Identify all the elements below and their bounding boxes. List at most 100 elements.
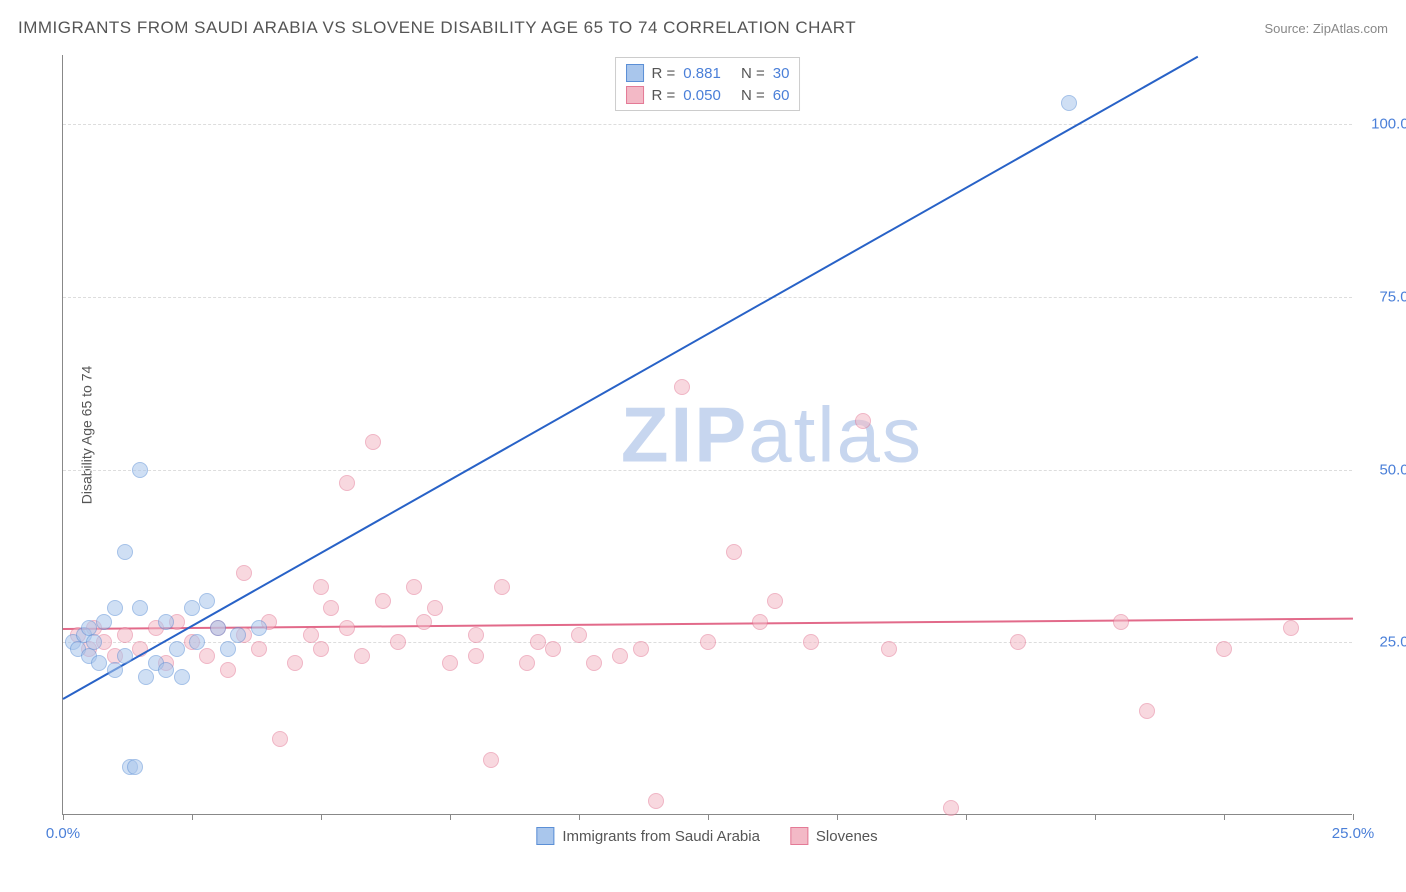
x-tick: [708, 814, 709, 820]
legend-swatch-1: [626, 64, 644, 82]
data-point: [726, 544, 742, 560]
x-tick-label: 25.0%: [1332, 825, 1375, 842]
source-attribution: Source: ZipAtlas.com: [1264, 21, 1388, 36]
data-point: [174, 669, 190, 685]
data-point: [313, 579, 329, 595]
data-point: [530, 634, 546, 650]
y-tick-label: 75.0%: [1362, 288, 1406, 305]
data-point: [354, 648, 370, 664]
data-point: [91, 655, 107, 671]
y-tick-label: 25.0%: [1362, 634, 1406, 651]
data-point: [586, 655, 602, 671]
data-point: [210, 620, 226, 636]
data-point: [633, 641, 649, 657]
data-point: [132, 462, 148, 478]
data-point: [339, 475, 355, 491]
data-point: [427, 600, 443, 616]
data-point: [117, 544, 133, 560]
data-point: [442, 655, 458, 671]
x-tick: [192, 814, 193, 820]
data-point: [648, 793, 664, 809]
data-point: [117, 627, 133, 643]
scatter-chart: Disability Age 65 to 74 ZIPatlas R = 0.8…: [62, 55, 1352, 815]
data-point: [1113, 614, 1129, 630]
data-point: [220, 641, 236, 657]
data-point: [220, 662, 236, 678]
data-point: [251, 641, 267, 657]
data-point: [406, 579, 422, 595]
data-point: [272, 731, 288, 747]
data-point: [700, 634, 716, 650]
data-point: [390, 634, 406, 650]
legend-swatch-icon: [536, 827, 554, 845]
data-point: [545, 641, 561, 657]
x-tick: [1095, 814, 1096, 820]
data-point: [468, 648, 484, 664]
data-point: [96, 614, 112, 630]
x-tick: [579, 814, 580, 820]
data-point: [494, 579, 510, 595]
chart-title: IMMIGRANTS FROM SAUDI ARABIA VS SLOVENE …: [18, 18, 856, 38]
correlation-legend: R = 0.881 N = 30 R = 0.050 N = 60: [615, 57, 801, 111]
data-point: [1061, 95, 1077, 111]
n-value-2: 60: [773, 87, 790, 104]
n-value-1: 30: [773, 65, 790, 82]
data-point: [1283, 620, 1299, 636]
data-point: [612, 648, 628, 664]
r-value-1: 0.881: [683, 65, 721, 82]
data-point: [86, 634, 102, 650]
series-legend: Immigrants from Saudi Arabia Slovenes: [536, 827, 877, 845]
data-point: [752, 614, 768, 630]
x-tick-label: 0.0%: [46, 825, 80, 842]
data-point: [199, 648, 215, 664]
gridline: [63, 124, 1352, 125]
legend-swatch-2: [626, 86, 644, 104]
legend-item-1: Immigrants from Saudi Arabia: [536, 827, 760, 845]
legend-row-series-1: R = 0.881 N = 30: [626, 62, 790, 84]
data-point: [107, 662, 123, 678]
chart-header: IMMIGRANTS FROM SAUDI ARABIA VS SLOVENE …: [18, 18, 1388, 38]
data-point: [365, 434, 381, 450]
data-point: [107, 600, 123, 616]
data-point: [158, 614, 174, 630]
x-tick: [450, 814, 451, 820]
data-point: [416, 614, 432, 630]
data-point: [138, 669, 154, 685]
legend-item-2: Slovenes: [790, 827, 878, 845]
legend-row-series-2: R = 0.050 N = 60: [626, 84, 790, 106]
y-tick-label: 100.0%: [1362, 116, 1406, 133]
y-tick-label: 50.0%: [1362, 461, 1406, 478]
data-point: [1139, 703, 1155, 719]
data-point: [943, 800, 959, 816]
x-tick: [321, 814, 322, 820]
data-point: [117, 648, 133, 664]
data-point: [230, 627, 246, 643]
data-point: [287, 655, 303, 671]
data-point: [184, 600, 200, 616]
data-point: [323, 600, 339, 616]
data-point: [251, 620, 267, 636]
legend-label-1: Immigrants from Saudi Arabia: [562, 828, 760, 845]
data-point: [519, 655, 535, 671]
data-point: [127, 759, 143, 775]
data-point: [236, 565, 252, 581]
x-tick: [1224, 814, 1225, 820]
gridline: [63, 297, 1352, 298]
data-point: [375, 593, 391, 609]
plot-area: ZIPatlas R = 0.881 N = 30 R = 0.050 N = …: [62, 55, 1352, 815]
data-point: [1010, 634, 1026, 650]
trend-line: [63, 55, 1199, 699]
data-point: [189, 634, 205, 650]
data-point: [169, 641, 185, 657]
data-point: [674, 379, 690, 395]
x-tick: [63, 814, 64, 820]
data-point: [199, 593, 215, 609]
x-tick: [1353, 814, 1354, 820]
data-point: [132, 600, 148, 616]
data-point: [1216, 641, 1232, 657]
gridline: [63, 470, 1352, 471]
data-point: [855, 413, 871, 429]
x-tick: [966, 814, 967, 820]
data-point: [339, 620, 355, 636]
data-point: [158, 662, 174, 678]
